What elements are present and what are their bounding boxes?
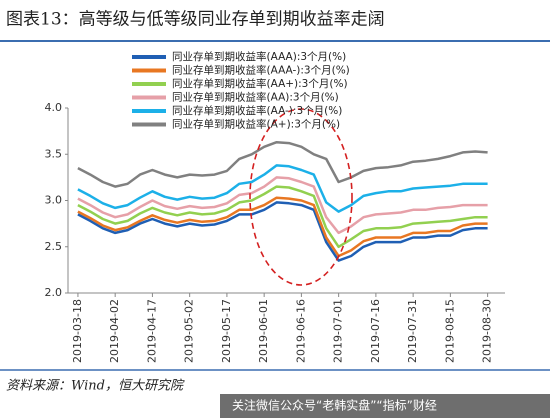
- watermark: 关注微信公众号“老韩实盘”“指标”财经: [232, 398, 437, 413]
- watermark-bar: [220, 394, 550, 418]
- x-tick-label: 2019-06-16: [294, 299, 307, 363]
- legend-label: 同业存单到期收益率(AA+):3个月(%): [172, 77, 348, 90]
- y-tick-label: 4.0: [45, 101, 63, 114]
- x-tick-label: 2019-05-17: [220, 299, 233, 363]
- x-tick-label: 2019-07-01: [332, 299, 345, 363]
- x-tick-label: 2019-08-15: [443, 299, 456, 363]
- highlight-ellipse: [249, 108, 353, 286]
- chart-title: 图表13：高等级与低等级同业存单到期收益率走阔: [6, 10, 385, 30]
- legend-label: 同业存单到期收益率(A+):3个月(%): [172, 118, 340, 131]
- y-tick-label: 3.0: [45, 194, 63, 207]
- series-line: [77, 196, 488, 258]
- series-line: [77, 176, 488, 235]
- x-tick-label: 2019-05-02: [183, 299, 196, 363]
- x-tick-label: 2019-03-18: [71, 299, 84, 363]
- legend-label: 同业存单到期收益率(AA):3个月(%): [172, 91, 339, 104]
- series-line: [77, 185, 488, 249]
- y-tick-label: 3.5: [45, 147, 63, 160]
- legend-label: 同业存单到期收益率(AA-):3个月(%): [172, 104, 342, 117]
- x-tick-label: 2019-07-16: [369, 299, 382, 363]
- y-tick-label: 2.0: [45, 286, 63, 299]
- x-tick-label: 2019-08-30: [481, 299, 494, 363]
- series-line: [77, 201, 488, 262]
- x-tick-label: 2019-04-02: [108, 299, 121, 363]
- x-tick-label: 2019-04-17: [145, 299, 158, 363]
- legend-label: 同业存单到期收益率(AAA):3个月(%): [172, 50, 346, 63]
- series-line: [77, 140, 488, 188]
- x-tick-label: 2019-07-31: [406, 299, 419, 363]
- source: 资料来源：Wind，恒大研究院: [6, 378, 185, 394]
- legend-label: 同业存单到期收益率(AAA-):3个月(%): [172, 64, 350, 77]
- series-line: [77, 164, 488, 213]
- y-tick-label: 2.5: [45, 240, 63, 253]
- x-tick-label: 2019-06-01: [257, 299, 270, 363]
